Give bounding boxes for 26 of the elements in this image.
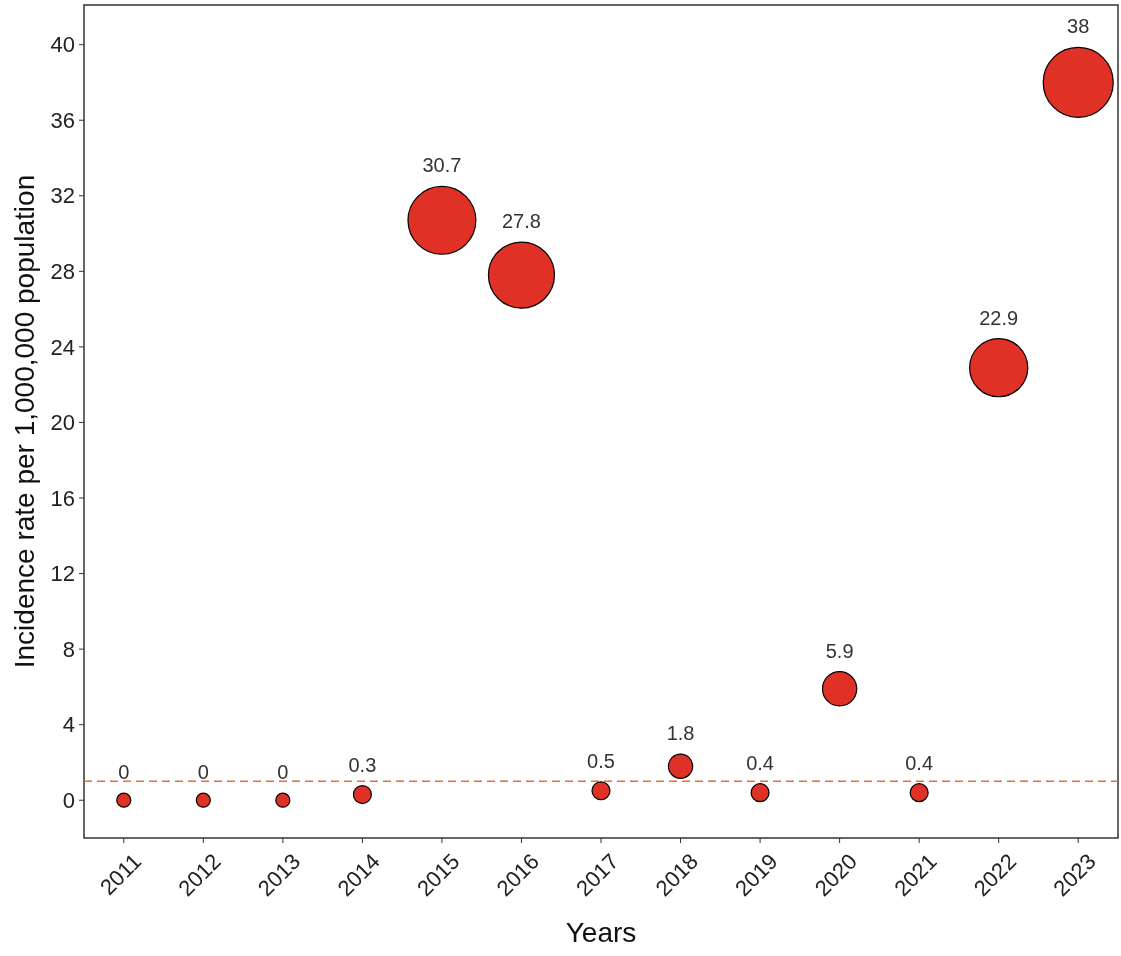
y-tick-label: 32: [50, 183, 75, 209]
data-label: 38: [1067, 15, 1090, 38]
y-tick-label: 12: [50, 561, 75, 587]
y-tick-label: 36: [50, 107, 75, 133]
y-tick-label: 0: [62, 787, 75, 813]
data-label: 1.8: [666, 722, 695, 745]
data-label: 0.3: [348, 753, 377, 776]
data-label: 0: [277, 761, 289, 784]
data-label: 0: [118, 761, 130, 784]
data-label: 5.9: [825, 639, 854, 662]
y-tick-label: 28: [50, 259, 75, 285]
data-label: 0: [197, 761, 209, 784]
data-label: 0.5: [587, 749, 615, 772]
y-tick-label: 40: [50, 32, 75, 58]
data-label: 22.9: [979, 306, 1019, 329]
y-axis-title: Incidence rate per 1,000,000 population: [9, 174, 40, 669]
data-label: 0.4: [746, 751, 774, 774]
x-axis-title: Years: [565, 917, 637, 948]
data-label: 27.8: [501, 210, 541, 233]
y-tick-label: 8: [62, 636, 75, 662]
y-tick-label: 20: [50, 410, 75, 436]
data-label: 30.7: [422, 154, 462, 177]
data-label: 0.4: [905, 751, 934, 774]
y-tick-label: 24: [50, 334, 75, 360]
y-tick-label: 16: [50, 485, 75, 511]
y-tick-label: 4: [62, 712, 75, 738]
